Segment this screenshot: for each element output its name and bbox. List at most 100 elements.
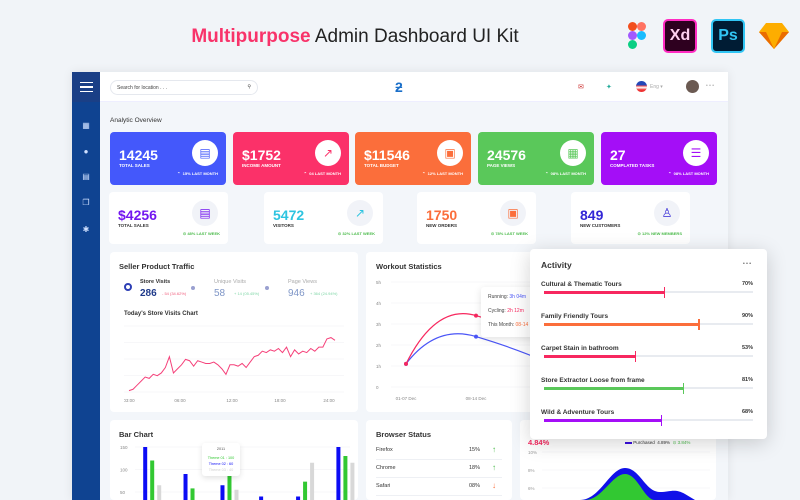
bar-tooltip: 2011 Theme 01 : 100 Theme 02 : 60 Theme 03… [202, 443, 240, 476]
metric-label: Store Visits [140, 279, 171, 285]
mail-icon[interactable]: ✉ [578, 84, 584, 91]
progress-track [544, 351, 753, 362]
progress-track [544, 287, 753, 298]
tooltip-line: Theme 03 : 40 [208, 468, 234, 472]
y-tick-label: 0 [376, 385, 379, 390]
bar [296, 496, 301, 500]
trend-text: 12% NEW MEMBERS [641, 231, 682, 236]
search-icon[interactable]: ⚲ [247, 84, 251, 90]
seller-traffic-card: Seller Product Traffic Store Visits 286 … [110, 252, 358, 412]
user-icon[interactable]: ● [83, 147, 89, 156]
tooltip-value: 3h 04m [509, 294, 527, 300]
language-label: Eng [650, 84, 659, 90]
trend-text: 08% LAST MONTH [673, 171, 709, 176]
trend-text: 15% LAST MONTH [182, 171, 218, 176]
browser-row[interactable]: Firefox 15% ↑ [376, 442, 502, 460]
dot-icon [265, 286, 269, 290]
activity-name: Cultural & Thematic Tours [541, 281, 622, 288]
stat-card[interactable]: 27 COMPLATED TASKS ⌃ 08% LAST MONTH ☰ [601, 132, 717, 185]
stat-label: COMPLATED TASKS [610, 163, 655, 168]
x-tick-label: 12:00 [226, 398, 238, 403]
language-select[interactable]: Eng ▾ [650, 84, 663, 90]
y-tick-label: 8% [528, 468, 535, 473]
more-menu-icon[interactable]: • • • [742, 261, 751, 267]
summary-card[interactable]: 1750 NEW ORDERS ⊙ 78% LAST WEEK ▣ [417, 192, 536, 244]
money-stack-icon: ▤ [192, 140, 218, 166]
stat-trend: ⌃ 15% LAST MONTH [177, 171, 218, 176]
card-title: Browser Status [376, 430, 432, 439]
progress-marker [663, 287, 666, 298]
bar [336, 447, 341, 500]
y-tick-label: 10% [528, 450, 537, 455]
y-tick-label: 5h [376, 280, 382, 285]
stat-card[interactable]: $1752 INCOME AMOUNT ⌃ 04 LAST MONTH ↗ [233, 132, 349, 185]
notification-icon[interactable]: ✦ [606, 84, 612, 91]
progress-fill [544, 290, 664, 294]
card-title: Bar Chart [119, 430, 154, 439]
browser-row[interactable]: Chrome 18% ↑ [376, 460, 502, 478]
activity-item[interactable]: Store Extractor Loose from frame 81% [541, 377, 753, 403]
calculator-icon: ▦ [560, 140, 586, 166]
store-visits-chart: 03:00 06:00 12:00 18:00 24:00 [124, 325, 344, 403]
growth-chart-icon: ↗ [315, 140, 341, 166]
tooltip-label: Running: [488, 294, 509, 300]
summary-trend: ⊙ 48% LAST WEEK [182, 231, 220, 236]
search-input[interactable]: Search for location . . . ⚲ [110, 80, 258, 95]
dot-icon [191, 286, 195, 290]
tooltip-value: 08-14 [515, 322, 529, 328]
activity-percent: 53% [741, 345, 753, 351]
activity-name: Family Friendly Tours [541, 313, 609, 320]
stat-trend: ⌃ 04 LAST MONTH [303, 171, 341, 176]
radio-icon[interactable] [124, 283, 132, 291]
summary-card[interactable]: 5472 VISITORS ⊙ 32% LAST WEEK ↗ [264, 192, 383, 244]
metric-value: 946 [288, 288, 305, 299]
activity-name: Carpet Stain in bathroom [541, 345, 619, 352]
stat-card[interactable]: $11546 TOTAL BUDGET ⌃ 12% LAST MONTH ▣ [355, 132, 471, 185]
top-bar: Search for location . . . ⚲ ƻ ✉ ✦ Eng ▾ •… [100, 72, 728, 102]
section-title: Analytic Overview [110, 117, 162, 124]
progress-fill [544, 386, 683, 390]
data-point [474, 313, 478, 318]
activity-item[interactable]: Cultural & Thematic Tours 70% [541, 281, 753, 307]
activity-item[interactable]: Family Friendly Tours 90% [541, 313, 753, 339]
card-title: Workout Statistics [376, 262, 442, 271]
browser-name: Firefox [376, 447, 393, 453]
sketch-icon [757, 19, 791, 53]
legend-change-value: 3.84% [677, 440, 691, 445]
stat-trend: ⌃ 08% LAST MONTH [545, 171, 586, 176]
stat-card[interactable]: 14245 TOTAL SALES ⌃ 15% LAST MONTH ▤ [110, 132, 226, 185]
bar [350, 462, 355, 500]
avatar[interactable] [686, 80, 699, 93]
photoshop-icon: Ps [711, 19, 745, 53]
progress-marker [660, 415, 663, 426]
document-icon[interactable]: ▤ [82, 172, 90, 181]
browser-row[interactable]: Safari 08% ↓ [376, 478, 502, 496]
bar [190, 488, 195, 500]
x-tick-label: 08-14 Dec [466, 396, 488, 401]
flag-icon[interactable] [636, 81, 647, 92]
growth-chart-icon: ↗ [347, 200, 373, 226]
activity-item[interactable]: Carpet Stain in bathroom 53% [541, 345, 753, 371]
summary-card[interactable]: 849 NEW CUSTOMERS ⊙ 12% NEW MEMBERS ♙ [571, 192, 690, 244]
metric-change: + 14 (05.45%) [234, 291, 260, 296]
trend-text: 04 LAST MONTH [309, 171, 341, 176]
stat-value: 14245 [119, 147, 158, 163]
bar [157, 485, 162, 500]
x-tick-label: 03:00 [124, 398, 135, 403]
area-chart: 10% 8% 6% [528, 450, 710, 500]
gallery-icon[interactable]: ❐ [82, 198, 90, 207]
activity-panel: Activity • • • Cultural & Thematic Tours… [530, 249, 767, 439]
menu-icon[interactable] [72, 72, 100, 102]
xd-icon: Xd [663, 19, 697, 53]
settings-icon[interactable]: ✱ [82, 225, 90, 234]
dashboard-icon[interactable]: ▦ [82, 121, 90, 130]
y-tick-label: 150 [120, 445, 128, 450]
summary-card[interactable]: $4256 TOTAL SALES ⊙ 48% LAST WEEK ▤ [109, 192, 228, 244]
logo-icon: ƻ [395, 79, 403, 95]
stat-card[interactable]: 24576 PAGE VIEWS ⌃ 08% LAST MONTH ▦ [478, 132, 594, 185]
more-menu-icon[interactable]: • • • [706, 83, 715, 89]
metric-label: Unique Visits [214, 279, 246, 285]
activity-item[interactable]: Wild & Adventure Tours 68% [541, 409, 753, 435]
summary-value: 1750 [426, 207, 458, 223]
y-tick-label: 1h [376, 364, 382, 369]
